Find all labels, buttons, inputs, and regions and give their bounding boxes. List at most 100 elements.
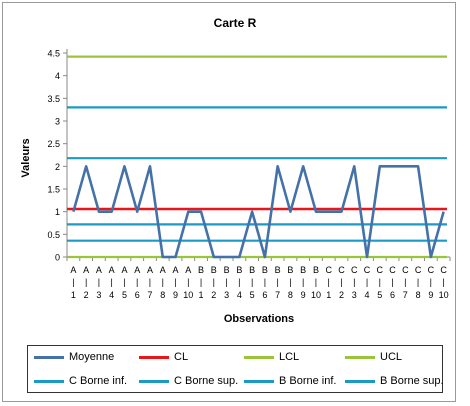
x-tick-group-label: A [160, 265, 166, 275]
x-tick-separator: | [149, 277, 151, 287]
legend-label: C Borne inf. [69, 375, 128, 387]
x-tick-group-label: A [185, 265, 191, 275]
x-tick-number-label: 2 [211, 290, 216, 300]
x-tick-separator: | [366, 277, 368, 287]
x-tick-number-label: 7 [147, 290, 152, 300]
x-tick-separator: | [442, 277, 444, 287]
x-tick-separator: | [430, 277, 432, 287]
x-tick-number-label: 6 [262, 290, 267, 300]
x-tick-number-label: 3 [352, 290, 357, 300]
legend-label: UCL [380, 351, 403, 363]
x-tick-separator: | [302, 277, 304, 287]
x-tick-number-label: 9 [173, 290, 178, 300]
x-tick-separator: | [353, 277, 355, 287]
y-tick-label: 4 [55, 71, 60, 81]
x-tick-separator: | [251, 277, 253, 287]
x-tick-separator: | [328, 277, 330, 287]
x-tick-group-label: B [224, 265, 230, 275]
legend-swatch [34, 379, 64, 383]
legend-swatch [345, 379, 375, 383]
x-tick-separator: | [417, 277, 419, 287]
x-tick-number-label: 1 [326, 290, 331, 300]
legend-item: B Borne inf. [244, 374, 336, 388]
x-tick-group-label: A [70, 265, 76, 275]
y-tick-label: 0 [55, 253, 60, 263]
x-tick-group-label: C [428, 265, 435, 275]
x-tick-group-label: C [440, 265, 447, 275]
x-tick-separator: | [200, 277, 202, 287]
legend-label: B Borne inf. [279, 375, 337, 387]
x-tick-number-label: 1 [71, 290, 76, 300]
x-tick-group-label: C [402, 265, 409, 275]
legend-label: Moyenne [69, 351, 115, 363]
x-tick-number-label: 9 [428, 290, 433, 300]
x-tick-number-label: 6 [390, 290, 395, 300]
x-tick-separator: | [123, 277, 125, 287]
x-tick-group-label: C [364, 265, 371, 275]
y-tick-label: 1 [55, 207, 60, 217]
legend-label: LCL [279, 351, 300, 363]
x-tick-separator: | [238, 277, 240, 287]
x-tick-separator: | [213, 277, 215, 287]
x-tick-group-label: C [415, 265, 422, 275]
x-tick-group-label: B [249, 265, 255, 275]
series-line-moyenne [72, 165, 445, 259]
x-tick-group-label: C [377, 265, 384, 275]
x-tick-separator: | [72, 277, 74, 287]
legend-item: C Borne inf. [34, 374, 127, 388]
chart-legend: Moyenne CL LCL UCL C Borne inf. C Borne sup. B… [27, 345, 444, 393]
legend-label: C Borne sup. [174, 375, 239, 387]
x-tick-number-label: 4 [365, 290, 370, 300]
y-tick-label: 2 [55, 162, 60, 172]
x-tick-number-label: 10 [183, 290, 193, 300]
legend-item: UCL [345, 350, 402, 364]
chart-title: Carte R [213, 16, 257, 30]
x-tick-separator: | [187, 277, 189, 287]
x-tick-number-label: 8 [160, 290, 165, 300]
x-tick-group-label: B [287, 265, 293, 275]
legend-label: B Borne sup. [380, 375, 444, 387]
x-tick-number-label: 7 [275, 290, 280, 300]
x-tick-group-label: A [173, 265, 179, 275]
x-tick-group-label: B [236, 265, 242, 275]
x-tick-number-label: 2 [84, 290, 89, 300]
x-tick-separator: | [379, 277, 381, 287]
x-tick-number-label: 7 [403, 290, 408, 300]
x-tick-separator: | [340, 277, 342, 287]
x-tick-separator: | [264, 277, 266, 287]
x-tick-separator: | [225, 277, 227, 287]
x-tick-separator: | [289, 277, 291, 287]
y-tick-label: 1.5 [47, 185, 60, 195]
x-tick-group-label: C [351, 265, 358, 275]
legend-swatch [244, 355, 274, 359]
legend-swatch [244, 379, 274, 383]
x-tick-number-label: 4 [237, 290, 242, 300]
y-tick-label: 2.5 [47, 139, 60, 149]
x-tick-number-label: 3 [96, 290, 101, 300]
legend-swatch [139, 379, 169, 383]
x-tick-separator: | [391, 277, 393, 287]
x-tick-group-label: B [300, 265, 306, 275]
y-tick-label: 0.5 [47, 230, 60, 240]
legend-item: C Borne sup. [139, 374, 238, 388]
legend-item: LCL [244, 350, 299, 364]
x-tick-group-label: B [211, 265, 217, 275]
x-tick-number-label: 6 [135, 290, 140, 300]
x-tick-number-label: 3 [224, 290, 229, 300]
x-tick-separator: | [136, 277, 138, 287]
x-tick-group-label: A [96, 265, 102, 275]
x-tick-number-label: 9 [301, 290, 306, 300]
x-tick-number-label: 10 [439, 290, 449, 300]
x-tick-number-label: 8 [288, 290, 293, 300]
legend-item: Moyenne [34, 350, 114, 364]
x-tick-group-label: A [121, 265, 127, 275]
x-tick-number-label: 8 [416, 290, 421, 300]
legend-item: CL [139, 350, 188, 364]
x-tick-separator: | [111, 277, 113, 287]
chart-frame [2, 2, 456, 402]
x-tick-separator: | [404, 277, 406, 287]
x-tick-group-label: C [338, 265, 345, 275]
x-tick-number-label: 4 [109, 290, 114, 300]
x-tick-group-label: A [109, 265, 115, 275]
x-tick-separator: | [174, 277, 176, 287]
